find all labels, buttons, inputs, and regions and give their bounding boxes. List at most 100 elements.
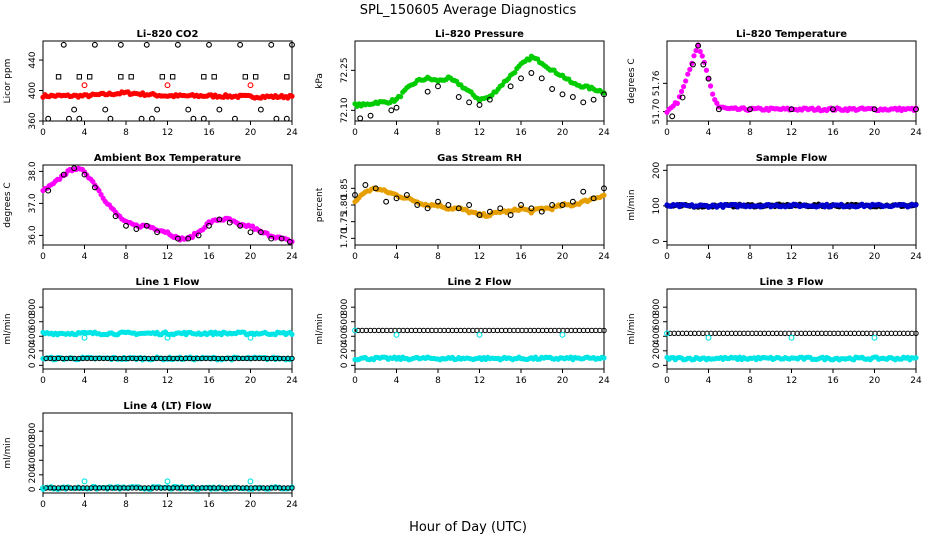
panel-li-820-co2-point [107,115,114,122]
panel-line-3-flow-xtick-label: 12 [786,376,797,386]
panel-gas-stream-rh-ytick-label: 1.85 [340,178,350,198]
panel-line-1-flow-point [164,334,171,341]
panel-line-4-lt-flow-point [40,484,46,491]
panel-li-820-co2-frame [42,40,293,122]
panel-line-1-flow-xtick-label: 0 [40,376,46,386]
panel-line-1-flow-title: Line 1 Flow [136,277,200,288]
panel-line-4-lt-flow-xtick-label: 8 [123,500,129,510]
panel-li-820-co2-point [247,82,254,89]
panel-line-3-flow-point [871,334,878,341]
panel-li-820-co2-point [55,74,62,80]
panel-gas-stream-rh-point [549,202,556,208]
panel-line-4-lt-flow-point [247,478,254,485]
panel-li-820-co2-point [118,74,124,80]
panel-gas-stream-rh-point [466,202,473,208]
panel-sample-flow-xtick-label: 12 [786,252,797,262]
panel-li-820-co2-series-0 [40,89,295,101]
panel-li-820-co2-xtick-label: 20 [245,128,257,138]
panel-sample-flow-xtick-label: 20 [869,252,881,262]
panel-li-820-temperature-point [691,53,697,59]
panel-li-820-co2-series-2 [60,41,295,113]
panel-li-820-pressure-point [486,96,493,103]
panel-line-3-flow-ytick-label: 200 [652,342,662,359]
panel-gas-stream-rh-point [601,192,607,198]
panel-line-1-flow-xtick-label: 4 [82,376,88,386]
panel-gas-stream-rh-point [528,205,535,212]
panel-line-2-flow-xtick-label: 4 [394,376,400,386]
panel-li-820-co2-ytick-label: 360 [28,112,38,129]
panel-li-820-temperature-point [703,67,710,73]
panel-line-3-flow-ytick-label: 400 [652,327,662,344]
panel-line-2-flow-point [601,327,607,334]
panel-li-820-co2-point [86,74,93,80]
panel-li-820-pressure-point [580,99,587,106]
panel-li-820-co2-point [289,93,295,99]
panel-li-820-temperature-point [678,88,685,95]
panel-line-4-lt-flow-ytick-label: 800 [28,422,38,439]
panel-sample-flow-ylabel: ml/min [627,189,637,220]
panel-li-820-pressure-point [476,102,483,108]
panel-li-820-pressure-point [512,69,518,76]
panel-gas-stream-rh-point [507,212,514,218]
panel-li-820-pressure-point [455,94,462,100]
panel-li-820-co2-point [45,115,52,122]
panel-gas-stream-rh-point [414,202,421,208]
panel-gas-stream-rh-title: Gas Stream RH [437,153,522,164]
panel-sample-flow-ytick-label: 100 [652,197,662,214]
panel-line-3-flow-series-2 [664,330,878,341]
panel-gas-stream-rh-point [362,182,369,188]
panel-li-820-co2-point [200,115,207,122]
panel-li-820-temperature-xtick-label: 12 [786,128,797,138]
panel-gas-stream-rh-xtick-label: 8 [435,252,441,262]
panel-li-820-co2-point [289,41,295,48]
panel-line-1-flow-series-3 [43,355,295,362]
panel-gas-stream-rh-point [601,185,607,192]
panel-line-2-flow-point [393,331,400,338]
panel-ambient-box-temperature-point [278,235,285,242]
panel-ambient-box-temperature-point [174,235,181,242]
panel-gas-stream-rh-xtick-label: 0 [352,252,358,262]
panel-line-4-lt-flow-ytick-label: 200 [28,466,38,483]
panel-sample-flow-point [913,202,919,208]
panel-li-820-co2-point [174,41,181,48]
panel-li-820-co2-ytick-label: 440 [28,51,38,68]
panel-line-2-flow-point [601,355,607,361]
panel-ambient-box-temperature-point [96,188,102,194]
panel-line-4-lt-flow-series-1 [43,485,295,491]
panel-ambient-box-temperature-point [237,222,244,229]
panel-gas-stream-rh-ytick-label: 1.80 [340,195,350,215]
panel-gas-stream-rh-ylabel: percent [315,187,325,222]
panel-line-4-lt-flow-xtick-label: 20 [245,500,257,510]
panel-line-1-flow-point [81,334,88,341]
panel-li-820-pressure-point [549,86,556,92]
panel-gas-stream-rh-xtick-label: 16 [515,252,527,262]
panel-line-4-lt-flow-ytick-label: 400 [28,451,38,468]
panel-line-3-flow-ytick-label: 800 [652,298,662,315]
panel-gas-stream-rh-point [352,192,358,198]
panel-li-820-temperature-point [705,75,712,82]
panel-li-820-co2-point [143,41,150,48]
panel-ambient-box-temperature-point [91,184,98,191]
panel-line-3-flow-ylabel: ml/min [627,313,637,344]
panel-gas-stream-rh-point [393,195,400,202]
panel-li-820-temperature-xtick-label: 4 [706,128,712,138]
panel-li-820-temperature-point [685,71,691,77]
panel-li-820-co2-point [206,41,212,48]
panel-sample-flow-series-1 [664,201,919,210]
panel-line-2-flow-ytick-label: 200 [340,342,350,359]
panel-ambient-box-temperature-ytick-label: 38.0 [28,161,38,181]
panel-gas-stream-rh-point [559,202,566,208]
panel-line-2-flow-point [476,331,483,338]
panel-ambient-box-temperature-xtick-label: 24 [286,252,298,262]
panel-li-820-co2-point [102,106,109,113]
panel-gas-stream-rh-point [518,202,524,208]
panel-li-820-temperature-point [710,91,716,97]
panel-line-1-flow-series-1 [81,334,254,341]
panel-line-2-flow-xtick-label: 0 [352,376,358,386]
panel-line-4-lt-flow-series-2 [40,478,254,491]
panel-sample-flow-ytick-label: 200 [652,161,662,178]
panel-line-1-flow-ytick-label: 0 [28,362,38,368]
panel-li-820-pressure-point [424,88,431,95]
panel-li-820-pressure-point [538,75,545,82]
panel-line-4-lt-flow-point [81,478,88,485]
